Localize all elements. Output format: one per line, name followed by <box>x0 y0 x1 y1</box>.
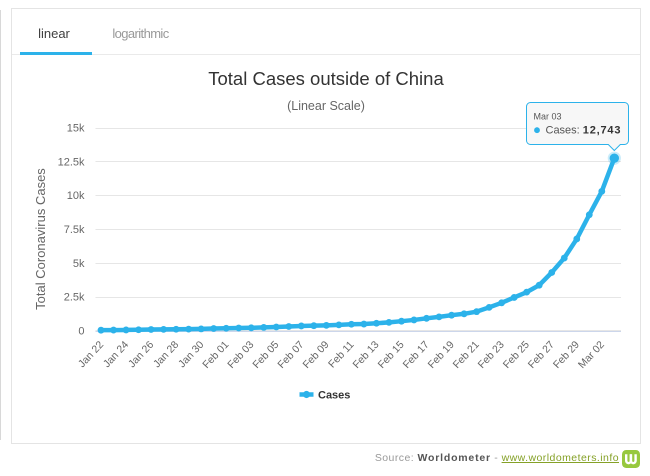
svg-text:Jan 28: Jan 28 <box>151 339 181 370</box>
svg-text:Feb 19: Feb 19 <box>426 339 457 371</box>
svg-text:Jan 22: Jan 22 <box>76 339 106 370</box>
svg-text:Jan 24: Jan 24 <box>101 339 131 370</box>
svg-text:Cases: Cases <box>318 390 350 402</box>
svg-text:15k: 15k <box>67 123 85 135</box>
svg-text:Cases: 12,743: Cases: 12,743 <box>546 125 622 137</box>
svg-text:10k: 10k <box>67 190 85 202</box>
svg-text:Feb 03: Feb 03 <box>225 339 256 371</box>
svg-text:Mar 03: Mar 03 <box>534 111 562 121</box>
svg-text:Feb 11: Feb 11 <box>326 339 357 371</box>
svg-text:Feb 27: Feb 27 <box>526 339 557 371</box>
svg-text:12.5k: 12.5k <box>58 156 85 168</box>
svg-text:Feb 21: Feb 21 <box>451 339 482 371</box>
svg-text:Feb 17: Feb 17 <box>401 339 432 371</box>
svg-text:Mar 02: Mar 02 <box>576 339 607 371</box>
svg-text:Feb 29: Feb 29 <box>551 339 582 371</box>
svg-text:Total Coronavirus Cases: Total Coronavirus Cases <box>33 168 48 310</box>
svg-text:Feb 25: Feb 25 <box>501 339 532 371</box>
svg-text:7.5k: 7.5k <box>64 224 85 236</box>
svg-text:Jan 26: Jan 26 <box>126 339 156 370</box>
svg-text:Feb 01: Feb 01 <box>200 339 231 371</box>
svg-text:2.5k: 2.5k <box>64 292 85 304</box>
svg-text:Feb 09: Feb 09 <box>301 339 332 371</box>
svg-text:Feb 05: Feb 05 <box>250 339 281 371</box>
svg-text:5k: 5k <box>73 258 85 270</box>
svg-text:Feb 13: Feb 13 <box>351 339 382 371</box>
svg-text:Feb 15: Feb 15 <box>376 339 407 371</box>
svg-text:Feb 07: Feb 07 <box>275 339 306 371</box>
svg-text:Feb 23: Feb 23 <box>476 339 507 371</box>
svg-text:0: 0 <box>78 325 84 337</box>
